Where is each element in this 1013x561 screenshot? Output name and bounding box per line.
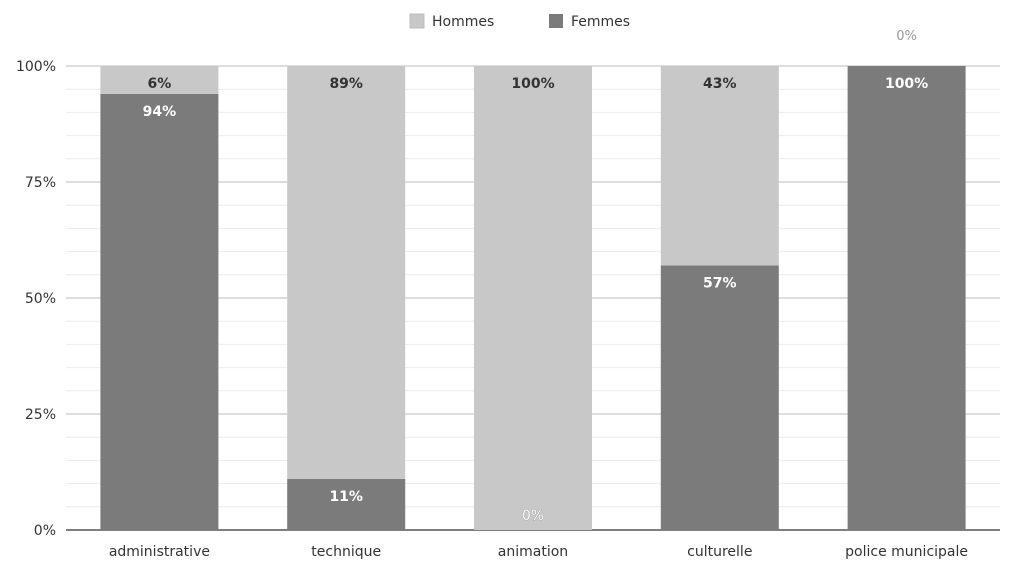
data-label-hommes: 100% (511, 76, 554, 92)
legend: Hommes Femmes (409, 13, 630, 30)
bar-hommes-animation (474, 66, 592, 530)
data-label-hommes: 0% (896, 29, 917, 44)
bar-femmes-police-municipale (847, 66, 966, 530)
bar-hommes-administrative (100, 66, 219, 94)
bar-femmes-culturelle (660, 265, 779, 530)
data-label-hommes: 89% (329, 76, 363, 92)
data-label-femmes: 0% (522, 508, 544, 524)
data-label-femmes: 100% (885, 76, 928, 92)
bar-hommes-technique (287, 66, 406, 479)
legend-label-hommes: Hommes (432, 14, 494, 30)
legend-label-femmes: Femmes (571, 14, 630, 30)
x-category-label: technique (311, 544, 381, 560)
data-label-hommes: 6% (148, 76, 172, 92)
x-category-label: animation (498, 544, 568, 560)
data-label-femmes: 11% (329, 489, 363, 505)
bar-hommes-culturelle (660, 66, 779, 266)
data-label-femmes: 94% (143, 104, 177, 120)
x-category-label: administrative (109, 544, 210, 560)
y-tick-label: 100% (16, 59, 56, 75)
y-tick-label: 0% (34, 523, 56, 539)
legend-swatch-femmes (549, 14, 563, 28)
y-tick-label: 50% (25, 291, 56, 307)
data-label-femmes: 57% (703, 276, 737, 292)
bar-femmes-technique (287, 478, 406, 530)
bar-femmes-administrative (100, 93, 219, 530)
y-tick-label: 75% (25, 175, 56, 191)
x-category-label: police municipale (845, 544, 968, 560)
data-label-hommes: 43% (703, 76, 737, 92)
y-tick-label: 25% (25, 407, 56, 423)
legend-swatch-hommes (409, 13, 425, 29)
x-category-label: culturelle (687, 544, 752, 560)
